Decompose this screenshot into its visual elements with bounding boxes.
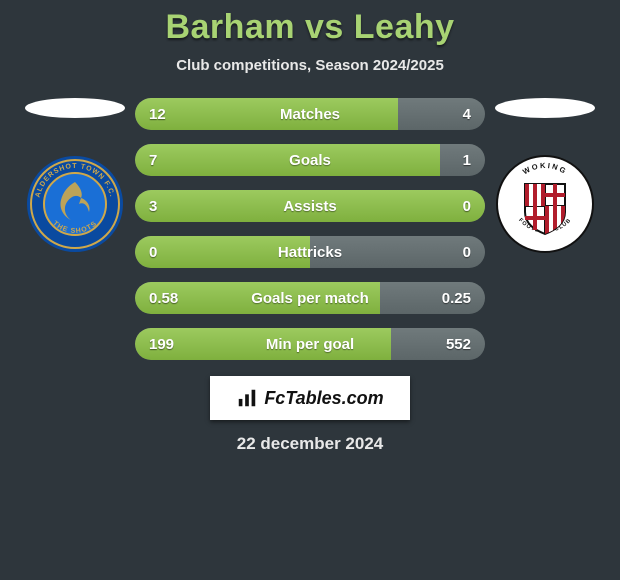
stat-left-val: 0 [149,244,157,261]
right-ellipse [495,98,595,118]
stat-row-assists: 3 Assists 0 [135,190,485,222]
stat-left-val: 7 [149,152,157,169]
stat-label: Goals [135,144,485,176]
stat-row-goals-per-match: 0.58 Goals per match 0.25 [135,282,485,314]
stat-right-val: 0 [463,244,471,261]
date-text: 22 december 2024 [237,434,384,454]
chart-bars-icon [236,387,258,409]
stat-label: Min per goal [135,328,485,360]
left-side: ALDERSHOT TOWN F.C. THE SHOTS [15,98,135,254]
fctables-badge[interactable]: FcTables.com [210,376,410,420]
stat-right-val: 552 [446,336,471,353]
stat-label: Assists [135,190,485,222]
stat-left-val: 3 [149,198,157,215]
stat-label: Goals per match [135,282,485,314]
stat-label: Hattricks [135,236,485,268]
stat-row-hattricks: 0 Hattricks 0 [135,236,485,268]
stat-right-val: 0 [463,198,471,215]
subtitle: Club competitions, Season 2024/2025 [176,57,444,74]
stat-left-val: 199 [149,336,174,353]
left-ellipse [25,98,125,118]
stat-left-val: 0.58 [149,290,178,307]
stat-row-matches: 12 Matches 4 [135,98,485,130]
stats-table: 12 Matches 4 7 Goals 1 3 Assists 0 0 Hat… [135,98,485,360]
comparison-main: ALDERSHOT TOWN F.C. THE SHOTS 12 Matches… [0,98,620,360]
right-side: WOKING FOOTBALL CLUB [485,98,605,254]
stat-right-val: 4 [463,106,471,123]
stat-right-val: 1 [463,152,471,169]
fctables-text: FcTables.com [264,388,383,409]
stat-row-min-per-goal: 199 Min per goal 552 [135,328,485,360]
stat-right-val: 0.25 [442,290,471,307]
page-title: Barham vs Leahy [165,8,454,47]
crest-left-aldershot: ALDERSHOT TOWN F.C. THE SHOTS [25,154,125,254]
stat-left-val: 12 [149,106,166,123]
stat-label: Matches [135,98,485,130]
crest-right-woking: WOKING FOOTBALL CLUB [495,154,595,254]
stat-row-goals: 7 Goals 1 [135,144,485,176]
